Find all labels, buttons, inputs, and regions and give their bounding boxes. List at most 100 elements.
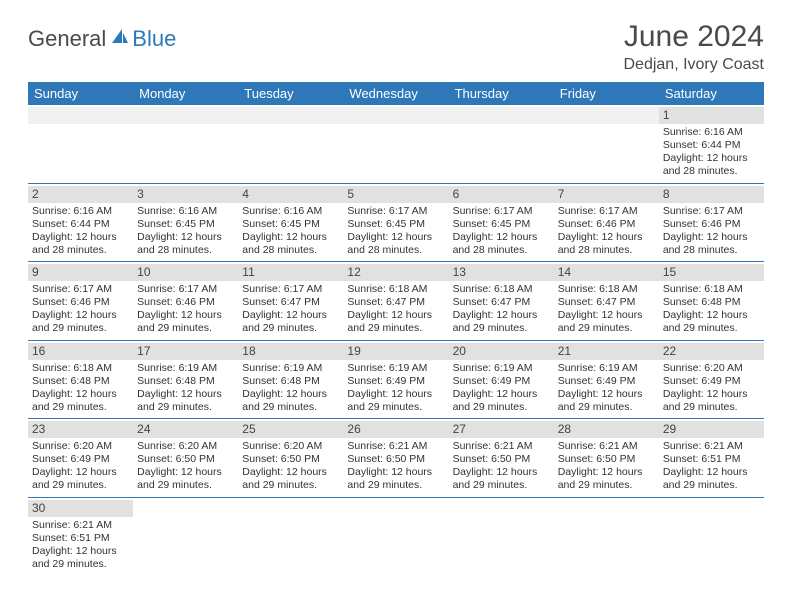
calendar-day-cell: 2Sunrise: 6:16 AMSunset: 6:44 PMDaylight… <box>28 183 133 262</box>
calendar-day-cell: 27Sunrise: 6:21 AMSunset: 6:50 PMDayligh… <box>449 419 554 498</box>
title-block: June 2024 Dedjan, Ivory Coast <box>623 20 764 74</box>
sunset-line: Sunset: 6:45 PM <box>137 218 234 231</box>
calendar-empty-cell <box>449 105 554 183</box>
daylight-line: Daylight: 12 hours and 29 minutes. <box>347 309 444 335</box>
daylight-line: Daylight: 12 hours and 29 minutes. <box>242 309 339 335</box>
daylight-line: Daylight: 12 hours and 28 minutes. <box>137 231 234 257</box>
day-number: 8 <box>659 186 764 203</box>
sunrise-line: Sunrise: 6:19 AM <box>453 362 550 375</box>
daylight-line: Daylight: 12 hours and 28 minutes. <box>347 231 444 257</box>
blank-daynum <box>238 107 343 124</box>
page-header: General Blue June 2024 Dedjan, Ivory Coa… <box>28 20 764 74</box>
calendar-empty-cell <box>238 105 343 183</box>
sunset-line: Sunset: 6:50 PM <box>558 453 655 466</box>
daylight-line: Daylight: 12 hours and 29 minutes. <box>453 388 550 414</box>
sunset-line: Sunset: 6:45 PM <box>242 218 339 231</box>
daylight-line: Daylight: 12 hours and 28 minutes. <box>32 231 129 257</box>
daylight-line: Daylight: 12 hours and 29 minutes. <box>347 388 444 414</box>
calendar-day-cell: 13Sunrise: 6:18 AMSunset: 6:47 PMDayligh… <box>449 262 554 341</box>
calendar-day-cell: 4Sunrise: 6:16 AMSunset: 6:45 PMDaylight… <box>238 183 343 262</box>
blank-daynum <box>343 107 448 124</box>
sunset-line: Sunset: 6:49 PM <box>558 375 655 388</box>
weekday-header: Monday <box>133 82 238 105</box>
calendar-day-cell: 15Sunrise: 6:18 AMSunset: 6:48 PMDayligh… <box>659 262 764 341</box>
calendar-empty-cell <box>554 497 659 575</box>
daylight-line: Daylight: 12 hours and 29 minutes. <box>558 309 655 335</box>
weekday-header: Sunday <box>28 82 133 105</box>
sunset-line: Sunset: 6:49 PM <box>453 375 550 388</box>
calendar-day-cell: 10Sunrise: 6:17 AMSunset: 6:46 PMDayligh… <box>133 262 238 341</box>
calendar-day-cell: 28 Sunrise: 6:21 AMSunset: 6:50 PMDayligh… <box>554 419 659 498</box>
calendar-day-cell: 6Sunrise: 6:17 AMSunset: 6:45 PMDaylight… <box>449 183 554 262</box>
sunset-line: Sunset: 6:50 PM <box>137 453 234 466</box>
calendar-empty-cell <box>133 497 238 575</box>
calendar-day-cell: 18Sunrise: 6:19 AMSunset: 6:48 PMDayligh… <box>238 340 343 419</box>
sunset-line: Sunset: 6:51 PM <box>32 532 129 545</box>
daylight-line: Daylight: 12 hours and 28 minutes. <box>558 231 655 257</box>
day-number: 6 <box>449 186 554 203</box>
sunrise-line: Sunrise: 6:17 AM <box>32 283 129 296</box>
daylight-line: Daylight: 12 hours and 29 minutes. <box>32 309 129 335</box>
sunrise-line: Sunrise: 6:16 AM <box>137 205 234 218</box>
month-title: June 2024 <box>623 20 764 54</box>
sunrise-line: Sunrise: 6:19 AM <box>137 362 234 375</box>
calendar-day-cell: 16Sunrise: 6:18 AMSunset: 6:48 PMDayligh… <box>28 340 133 419</box>
day-number: 16 <box>28 343 133 360</box>
sunset-line: Sunset: 6:50 PM <box>242 453 339 466</box>
daylight-line: Daylight: 12 hours and 28 minutes. <box>453 231 550 257</box>
daylight-line: Daylight: 12 hours and 29 minutes. <box>242 466 339 492</box>
sunrise-line: Sunrise: 6:21 AM <box>347 440 444 453</box>
calendar-table: SundayMondayTuesdayWednesdayThursdayFrid… <box>28 82 764 575</box>
sunrise-line: Sunrise: 6:18 AM <box>558 283 655 296</box>
sunrise-line: Sunrise: 6:16 AM <box>663 126 760 139</box>
blank-daynum <box>28 107 133 124</box>
sunset-line: Sunset: 6:49 PM <box>347 375 444 388</box>
sunrise-line: Sunrise: 6:20 AM <box>663 362 760 375</box>
calendar-week-row: 9Sunrise: 6:17 AMSunset: 6:46 PMDaylight… <box>28 262 764 341</box>
calendar-day-cell: 20Sunrise: 6:19 AMSunset: 6:49 PMDayligh… <box>449 340 554 419</box>
day-number: 1 <box>659 107 764 124</box>
calendar-empty-cell <box>659 497 764 575</box>
sunrise-line: Sunrise: 6:21 AM <box>558 440 655 453</box>
day-number: 23 <box>28 421 133 438</box>
sunrise-line: Sunrise: 6:18 AM <box>32 362 129 375</box>
calendar-day-cell: 19Sunrise: 6:19 AMSunset: 6:49 PMDayligh… <box>343 340 448 419</box>
daylight-line: Daylight: 12 hours and 29 minutes. <box>663 466 760 492</box>
brand-logo: General Blue <box>28 26 176 52</box>
calendar-week-row: 23 Sunrise: 6:20 AMSunset: 6:49 PM Dayligh… <box>28 419 764 498</box>
calendar-empty-cell <box>449 497 554 575</box>
day-number: 27 <box>449 421 554 438</box>
calendar-empty-cell <box>554 105 659 183</box>
daylight-line: Daylight: 12 hours and 29 minutes. <box>663 309 760 335</box>
calendar-empty-cell <box>343 497 448 575</box>
sunrise-line: Sunrise: 6:20 AM <box>32 440 129 453</box>
sunset-line: Sunset: 6:45 PM <box>347 218 444 231</box>
day-number: 28 <box>554 421 659 438</box>
sunrise-line: Sunrise: 6:19 AM <box>558 362 655 375</box>
daylight-line: Daylight: 12 hours and 29 minutes. <box>137 309 234 335</box>
day-number: 15 <box>659 264 764 281</box>
sunset-line: Sunset: 6:47 PM <box>347 296 444 309</box>
calendar-day-cell: 3 Sunrise: 6:16 AMSunset: 6:45 PMDaylight… <box>133 183 238 262</box>
sunrise-line: Sunrise: 6:18 AM <box>347 283 444 296</box>
day-number: 24 <box>133 421 238 438</box>
weekday-header: Wednesday <box>343 82 448 105</box>
day-number: 3 <box>133 186 238 203</box>
day-number: 7 <box>554 186 659 203</box>
calendar-day-cell: 22Sunrise: 6:20 AMSunset: 6:49 PMDayligh… <box>659 340 764 419</box>
calendar-body: 1Sunrise: 6:16 AMSunset: 6:44 PMDaylight… <box>28 105 764 575</box>
sunset-line: Sunset: 6:51 PM <box>663 453 760 466</box>
daylight-line: Daylight: 12 hours and 28 minutes. <box>663 152 760 178</box>
sunset-line: Sunset: 6:49 PM <box>32 453 129 466</box>
sunset-line: Sunset: 6:46 PM <box>558 218 655 231</box>
weekday-header: Friday <box>554 82 659 105</box>
sunrise-line: Sunrise: 6:19 AM <box>242 362 339 375</box>
sunrise-line: Sunrise: 6:18 AM <box>663 283 760 296</box>
location-subtitle: Dedjan, Ivory Coast <box>623 56 764 74</box>
blank-daynum <box>133 107 238 124</box>
daylight-line: Daylight: 12 hours and 29 minutes. <box>558 466 655 492</box>
calendar-day-cell: 24Sunrise: 6:20 AMSunset: 6:50 PMDayligh… <box>133 419 238 498</box>
day-number: 14 <box>554 264 659 281</box>
sunrise-line: Sunrise: 6:21 AM <box>453 440 550 453</box>
daylight-line: Daylight: 12 hours and 29 minutes. <box>137 388 234 414</box>
